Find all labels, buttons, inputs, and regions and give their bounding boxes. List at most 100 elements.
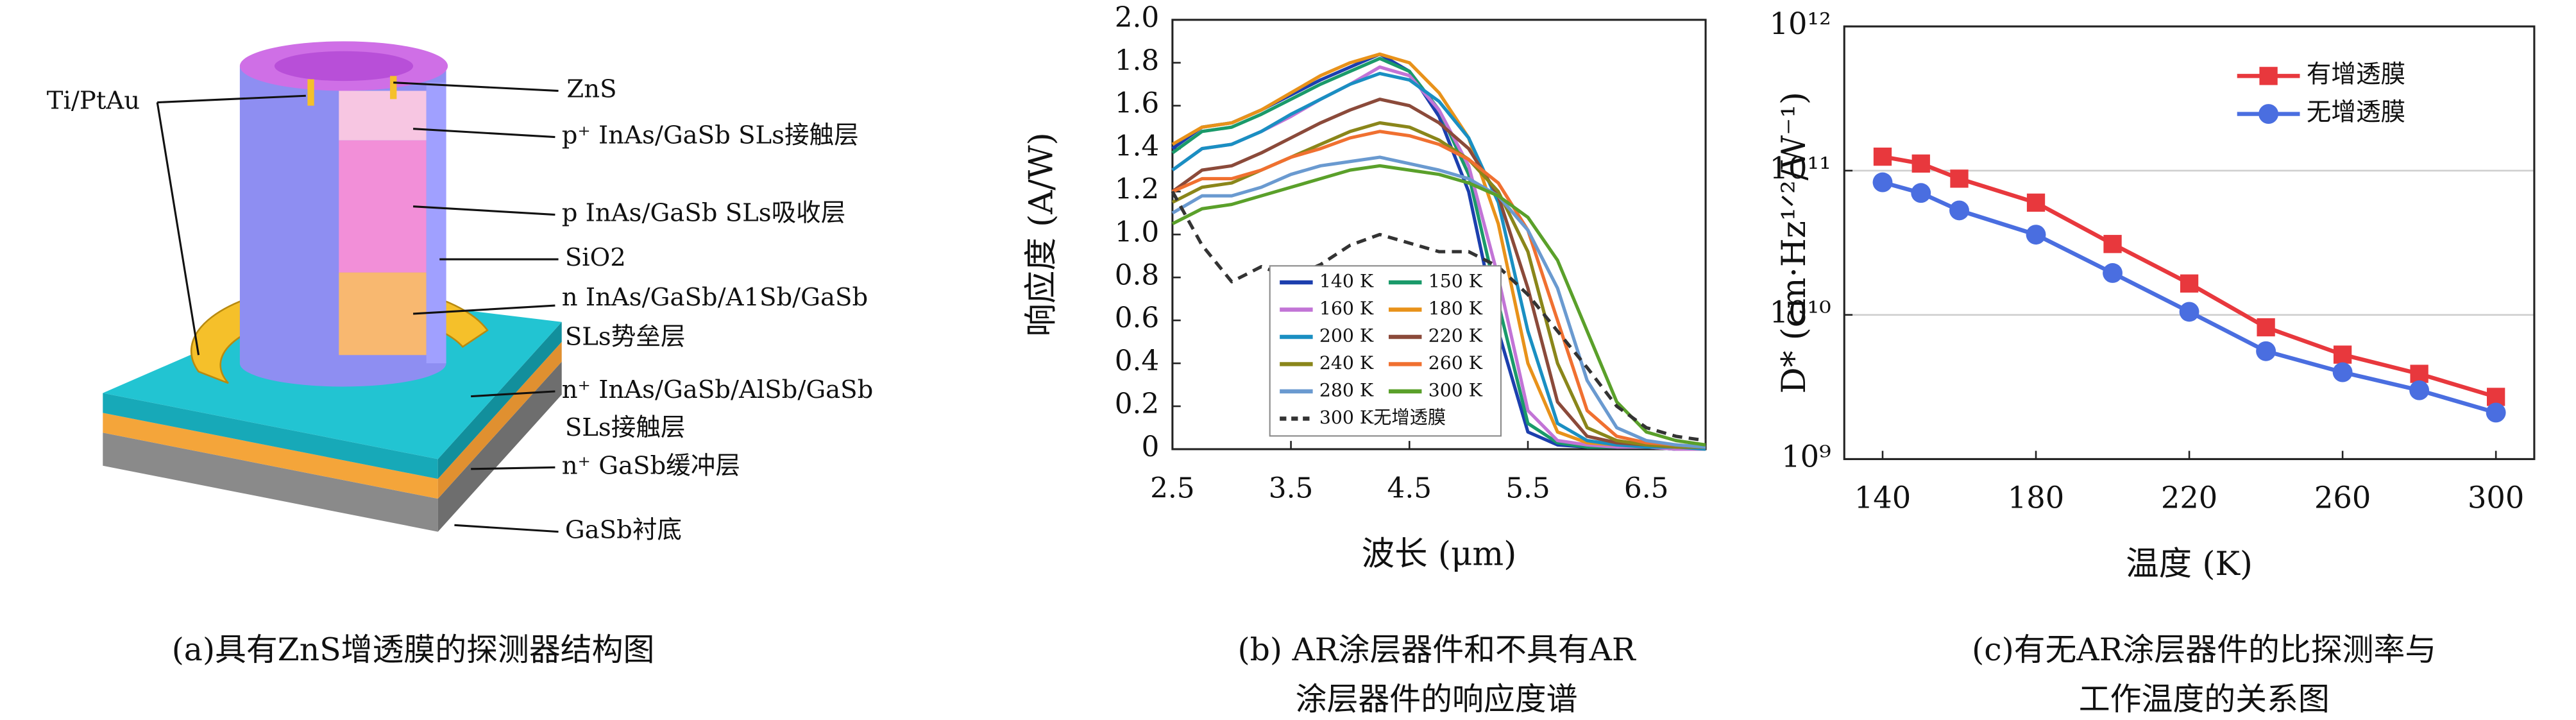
legend-label: 有增透膜	[2307, 60, 2405, 89]
series-line	[1882, 154, 2497, 399]
marker	[2103, 263, 2123, 283]
x-tick-label: 6.5	[1624, 472, 1669, 504]
marker	[2333, 345, 2352, 364]
label: p⁺ InAs/GaSb SLs接触层	[562, 121, 859, 150]
label: n⁺ GaSb缓冲层	[562, 451, 740, 480]
marker	[2103, 235, 2122, 253]
sio2-shell	[426, 82, 446, 364]
x-axis-label: 波长 (μm)	[1362, 535, 1517, 574]
buffer-right	[437, 341, 562, 499]
label: n⁺ InAs/GaSb/AlSb/GaSb	[562, 375, 874, 404]
series-line	[1882, 180, 2497, 415]
marker	[2026, 193, 2046, 212]
label: p InAs/GaSb SLs吸收层	[562, 199, 846, 228]
marker	[1872, 172, 1893, 193]
legend-label: 160 K	[1319, 298, 1374, 319]
y-tick-label: 10¹²	[1770, 6, 1831, 41]
y-tick-label: 0.4	[1115, 345, 1160, 377]
caption: 涂层器件的响应度谱	[1296, 681, 1578, 717]
legend-label: 260 K	[1428, 352, 1483, 373]
layer-p-plus	[339, 90, 427, 141]
x-tick-label: 220	[2161, 481, 2217, 515]
series-line	[1171, 98, 1706, 449]
marker	[2410, 364, 2428, 383]
substrate-right	[437, 361, 562, 532]
x-tick-label: 5.5	[1505, 472, 1550, 504]
plot-frame	[1171, 19, 1707, 450]
caption: 工作温度的关系图	[2079, 681, 2330, 717]
series-line	[1171, 191, 1706, 443]
y-tick-label: 0	[1141, 431, 1159, 463]
legend-label: 220 K	[1428, 325, 1483, 346]
x-tick-label: 140	[1854, 481, 1911, 515]
marker	[2332, 362, 2353, 382]
x-tick-label: 2.5	[1150, 472, 1195, 504]
label: SLs势垒层	[565, 323, 686, 352]
marker	[2256, 341, 2276, 361]
layer-p	[339, 140, 427, 273]
layer-n	[339, 272, 427, 356]
legend-label: 240 K	[1319, 352, 1374, 373]
zns-inner	[274, 51, 414, 81]
y-tick-label: 10⁹	[1781, 439, 1831, 474]
x-tick-label: 260	[2314, 481, 2371, 515]
caption: (a)具有ZnS增透膜的探测器结构图	[172, 631, 655, 668]
legend-label: 140 K	[1319, 271, 1374, 292]
label: ZnS	[566, 75, 616, 104]
series-line	[1171, 155, 1706, 449]
substrate-left	[103, 433, 438, 532]
legend-marker	[2258, 104, 2279, 124]
buffer-left	[103, 413, 438, 499]
series-line	[1171, 164, 1706, 447]
legend-box	[1269, 265, 1502, 437]
y-tick-label: 1.8	[1115, 44, 1160, 77]
x-tick-label: 3.5	[1269, 472, 1314, 504]
contact-left	[103, 393, 438, 479]
plot-frame	[1843, 25, 2536, 460]
marker	[1950, 169, 1969, 188]
legend-label: 无增透膜	[2307, 98, 2405, 127]
legend-label: 300 K无增透膜	[1319, 407, 1446, 428]
x-tick-label: 180	[2008, 481, 2064, 515]
legend-label: 280 K	[1319, 379, 1374, 400]
y-axis-label: 响应度 (A/W)	[1022, 132, 1061, 336]
marker	[2179, 302, 2199, 322]
y-tick-label: 1.4	[1115, 130, 1160, 163]
legend-label: 180 K	[1428, 298, 1483, 319]
y-tick-label: 2.0	[1115, 1, 1160, 34]
y-tick-label: 1.0	[1115, 216, 1160, 248]
y-axis-label: D* (cm·Hz¹ᐟ²/W⁻¹)	[1775, 92, 1813, 393]
y-tick-label: 0.8	[1115, 259, 1160, 291]
legend-label: 150 K	[1428, 271, 1483, 292]
caption: (c)有无AR涂层器件的比探测率与	[1972, 631, 2436, 668]
label: SLs接触层	[565, 413, 686, 442]
marker	[1949, 200, 1969, 221]
marker	[2409, 380, 2430, 400]
y-tick-label: 0.2	[1115, 388, 1160, 420]
legend-label: 300 K	[1428, 379, 1483, 400]
y-tick-label: 1.2	[1115, 173, 1160, 206]
label: SiO2	[565, 243, 626, 272]
legend-marker	[2259, 67, 2278, 85]
marker	[2486, 402, 2506, 423]
label: n InAs/GaSb/A1Sb/GaSb	[562, 283, 868, 312]
x-axis-label: 温度 (K)	[2126, 545, 2253, 583]
caption: (b) AR涂层器件和不具有AR	[1238, 631, 1636, 668]
marker	[1911, 154, 1930, 173]
marker	[2026, 225, 2046, 245]
label: Ti/PtAu	[47, 87, 140, 116]
marker	[1873, 147, 1892, 166]
y-tick-label: 10¹⁰	[1770, 295, 1831, 330]
marker	[2257, 318, 2275, 337]
x-tick-label: 300	[2468, 481, 2524, 515]
top-contact	[307, 79, 314, 106]
y-tick-label: 1.6	[1115, 87, 1160, 120]
device-diagram: Ti/PtAu ZnS p⁺ InAs/GaSb SLs接触层 p InAs/G…	[47, 41, 874, 668]
leader-lines	[156, 81, 559, 533]
series-line	[1171, 71, 1706, 451]
marker	[1911, 183, 1931, 203]
contact-right	[437, 321, 562, 479]
x-tick-label: 4.5	[1387, 472, 1432, 504]
